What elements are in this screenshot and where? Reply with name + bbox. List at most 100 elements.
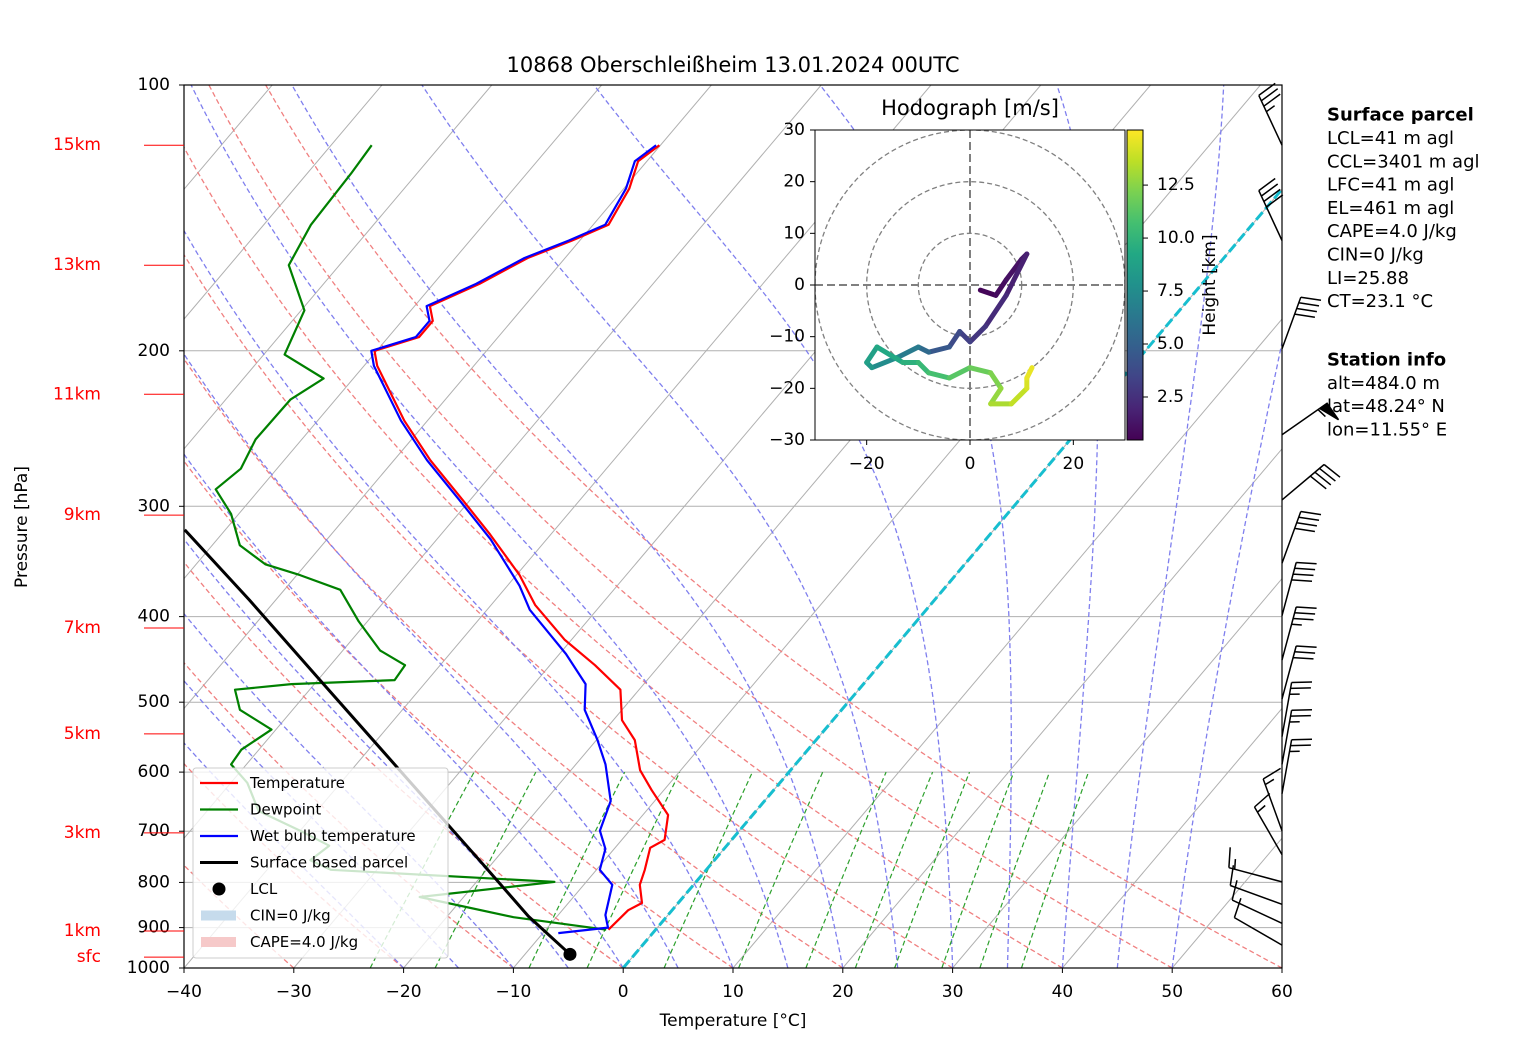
isotherm [184,85,383,320]
colorbar-tick-label: 10.0 [1157,228,1195,248]
hodograph-segment [988,385,1004,407]
isotherm [184,85,493,450]
x-tick-label: 20 [832,982,854,1002]
hodograph-y-tick-label: −10 [769,327,805,347]
dry-adiabat [184,146,1063,968]
wind-barb [1258,82,1283,146]
wind-barb [1281,463,1341,501]
hodograph-y-tick-label: 0 [794,275,805,295]
wind-barb [1281,296,1322,350]
wind-barb [1258,177,1284,241]
y-tick-label: 100 [138,75,170,95]
hodograph-segment [988,370,1004,391]
hodograph-y-tick-label: −20 [769,378,805,398]
legend-label: LCL [250,880,278,898]
hodograph-segment [946,329,963,350]
height-label: 7km [64,618,101,638]
moist-adiabat [184,352,679,968]
y-tick-label: 700 [138,821,170,841]
dry-adiabat [265,85,1282,968]
hodograph-segment [926,370,952,381]
legend-swatch [201,910,236,921]
y-tick-label: 600 [138,762,170,782]
hodograph-x-tick-label: −20 [849,454,885,474]
hodograph-segment [926,344,952,355]
x-axis-label: Temperature [°C] [659,1011,807,1031]
info-line: LCL=41 m agl [1327,128,1454,149]
grid-line [1062,707,1282,968]
x-tick-label: −10 [495,982,531,1002]
info-line: lat=48.24° N [1327,396,1445,417]
colorbar-tick-label: 12.5 [1157,175,1195,195]
wind-barb [1281,708,1313,765]
legend: Temperature Dewpoint Wet bulb temperature S… [192,767,449,959]
x-tick-label: 30 [942,982,964,1002]
info-line: EL=461 m agl [1327,198,1454,219]
height-label: 9km [64,505,101,525]
hodograph-y-tick-label: 20 [783,172,805,192]
colorbar-tick-label: 5.0 [1157,334,1184,354]
mixing-ratio [434,771,537,968]
legend-label: Wet bulb temperature [250,827,416,845]
hodograph-segment [983,292,1009,329]
wind-barb [1281,510,1322,564]
hodograph-segment [967,323,988,345]
height-label: 15km [53,135,101,155]
chart-title: 10868 Oberschleißheim 13.01.2024 00UTC [507,53,960,77]
dry-adiabat [184,561,624,968]
mixing-ratio [854,771,934,968]
x-tick-label: 40 [1052,982,1074,1002]
x-tick-label: −40 [166,982,202,1002]
mixing-ratio [941,771,1015,968]
y-tick-label: 500 [138,692,170,712]
hodograph-segment [864,344,880,365]
mixing-ratio [528,771,626,968]
height-label: 11km [53,384,101,404]
wind-barb [1281,738,1313,794]
hodograph-segment [946,365,973,381]
wind-barb [1229,865,1283,906]
lcl-marker [563,947,577,961]
hodograph-x-tick-label: 20 [1063,454,1085,474]
legend-box [192,767,449,959]
overlay: −40 −30 −20 −10 0 10 20 30 40 50 60100200300400500… [53,75,1480,1002]
hodograph-y-tick-label: 30 [783,120,805,140]
wind-barb [1281,402,1340,436]
grid-line [732,318,1282,968]
hodograph-segment [1008,385,1030,407]
hodograph-y-tick-label: −30 [769,430,805,450]
y-tick-label: 400 [138,607,170,627]
hodograph-segment [1003,256,1025,283]
hodograph-segment [993,277,1009,298]
info-line: LFC=41 m agl [1327,175,1454,196]
hodograph-segment [874,344,906,365]
dry-adiabat [184,357,844,968]
colorbar-tick-label: 2.5 [1157,387,1184,407]
wind-barb [1253,792,1283,855]
wind-barb [1281,561,1317,616]
x-tick-label: 0 [618,982,629,1002]
grid-line [842,448,1282,968]
profile-line [373,144,670,931]
legend-swatch [201,937,236,947]
wind-barb [1281,681,1313,737]
x-tick-label: −30 [276,982,312,1002]
legend-swatch [212,882,226,896]
legend-label: Dewpoint [250,801,321,819]
legend-label: Temperature [249,774,345,792]
dry-adiabat [208,85,1173,968]
x-tick-label: 10 [722,982,744,1002]
x-tick-label: 60 [1271,982,1293,1002]
mixing-ratio [979,771,1051,968]
height-label: 5km [64,724,101,744]
height-label: 13km [53,255,101,275]
moist-adiabat [421,85,899,968]
info-line: LI=25.88 [1327,268,1409,289]
info-line: CAPE=4.0 J/kg [1327,221,1457,242]
dry-adiabat [184,460,734,968]
y-tick-label: 800 [138,872,170,892]
colorbar-tick-label: 7.5 [1157,281,1184,301]
wind-barb [1228,847,1283,883]
colorbar [1126,129,1144,441]
hodograph-segment [1003,251,1030,298]
